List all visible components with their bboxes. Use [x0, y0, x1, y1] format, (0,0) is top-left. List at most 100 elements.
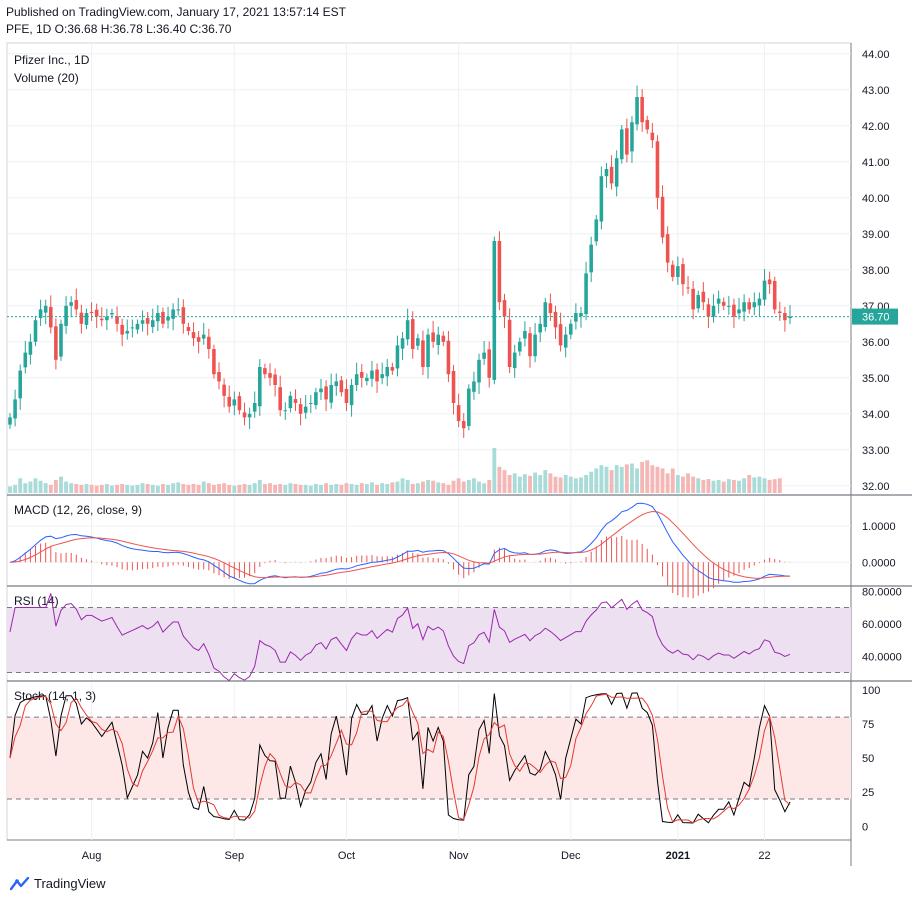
candle-body — [523, 331, 527, 339]
candle-body — [538, 323, 542, 333]
candle-body — [273, 374, 277, 385]
volume-bar — [247, 484, 252, 493]
volume-bar — [110, 485, 114, 493]
volume-bar — [624, 464, 629, 493]
candle-body — [232, 399, 237, 406]
volume-bar — [313, 484, 318, 493]
volume-bar — [573, 478, 578, 493]
volume-bar — [145, 484, 150, 493]
candle-body — [502, 300, 507, 317]
rsi-band — [7, 607, 851, 673]
stoch-tick-label: 100 — [862, 685, 880, 697]
candle-body — [288, 395, 293, 409]
volume-bar — [48, 484, 53, 493]
candle-body — [334, 381, 339, 387]
candle-body — [242, 412, 247, 418]
candle-body — [319, 388, 323, 393]
stoch-tick-label: 0 — [862, 821, 868, 833]
price-tick-label: 36.00 — [862, 337, 890, 349]
candle-body — [303, 406, 308, 413]
volume-bar — [431, 480, 436, 493]
volume-bar — [380, 483, 385, 493]
rsi-tick-label: 60.0000 — [862, 619, 902, 631]
candle-body — [574, 313, 578, 322]
candle-body — [742, 302, 746, 312]
volume-bar — [630, 463, 634, 493]
candle-body — [609, 166, 614, 184]
candle-body — [426, 334, 430, 367]
candle-body — [329, 385, 333, 403]
candle-body — [49, 306, 53, 328]
volume-bar — [278, 484, 283, 493]
candle-body — [385, 367, 390, 377]
candle-body — [716, 298, 721, 304]
volume-bar — [497, 466, 502, 493]
candle-body — [309, 403, 313, 404]
candle-body — [599, 176, 604, 222]
macd-title: MACD (12, 26, close, 9) — [14, 503, 142, 517]
volume-bar — [364, 484, 369, 493]
volume-bar — [176, 482, 181, 493]
volume-bar — [237, 484, 242, 493]
macd-tick-label: 1.0000 — [862, 521, 896, 533]
volume-bar — [512, 473, 517, 493]
candle-body — [788, 316, 792, 319]
candle-body — [405, 320, 410, 340]
stoch-d-line — [9, 693, 791, 824]
candle-body — [497, 241, 502, 303]
candle-body — [655, 141, 660, 198]
volume-bar — [344, 483, 349, 493]
macd-tick-label: 0.0000 — [862, 557, 896, 569]
volume-bar — [609, 470, 614, 493]
price-tick-label: 39.00 — [862, 229, 890, 241]
candle-body — [553, 311, 558, 328]
candle-body — [54, 326, 58, 360]
volume-bar — [415, 483, 420, 493]
volume-bar — [477, 481, 481, 493]
volume-bar — [568, 476, 573, 493]
candle-body — [772, 280, 777, 310]
volume-bar — [222, 483, 227, 493]
price-tick-label: 34.00 — [862, 409, 890, 421]
volume-bar — [563, 475, 568, 493]
volume-bar — [614, 465, 619, 493]
candle-body — [247, 413, 252, 418]
candle-body — [166, 316, 170, 321]
volume-bar — [390, 482, 395, 493]
volume-bar — [604, 466, 609, 493]
candle-body — [161, 311, 165, 324]
volume-bar — [84, 484, 89, 493]
candle-body — [365, 377, 369, 382]
candle-body — [533, 334, 537, 357]
volume-bar — [18, 478, 23, 493]
volume-bar — [293, 484, 298, 493]
stoch-k-line — [9, 692, 791, 824]
rsi-tick-label: 40.0000 — [862, 651, 902, 663]
volume-bar — [471, 478, 476, 493]
volume-bar — [456, 478, 461, 493]
candle-body — [630, 122, 634, 152]
candle-body — [778, 311, 782, 313]
volume-bar — [482, 483, 487, 493]
volume-bar — [252, 483, 257, 493]
price-tick-label: 43.00 — [862, 85, 890, 97]
volume-bar — [227, 484, 232, 493]
candle-body — [762, 280, 767, 300]
candle-body — [140, 320, 145, 324]
candle-body — [487, 349, 491, 378]
tradingview-brand[interactable]: TradingView — [10, 876, 106, 891]
volume-bar — [726, 479, 731, 493]
candle-body — [461, 421, 466, 429]
volume-bar — [298, 484, 303, 493]
volume-bar — [533, 472, 538, 493]
rsi-title: RSI (14) — [14, 594, 59, 608]
candle-body — [171, 309, 175, 319]
candle-body — [8, 417, 12, 425]
candle-body — [298, 404, 303, 414]
volume-bar — [339, 484, 344, 493]
candle-body — [421, 340, 425, 367]
candle-body — [115, 316, 119, 324]
volume-bar — [395, 481, 400, 493]
candle-body — [614, 158, 619, 187]
